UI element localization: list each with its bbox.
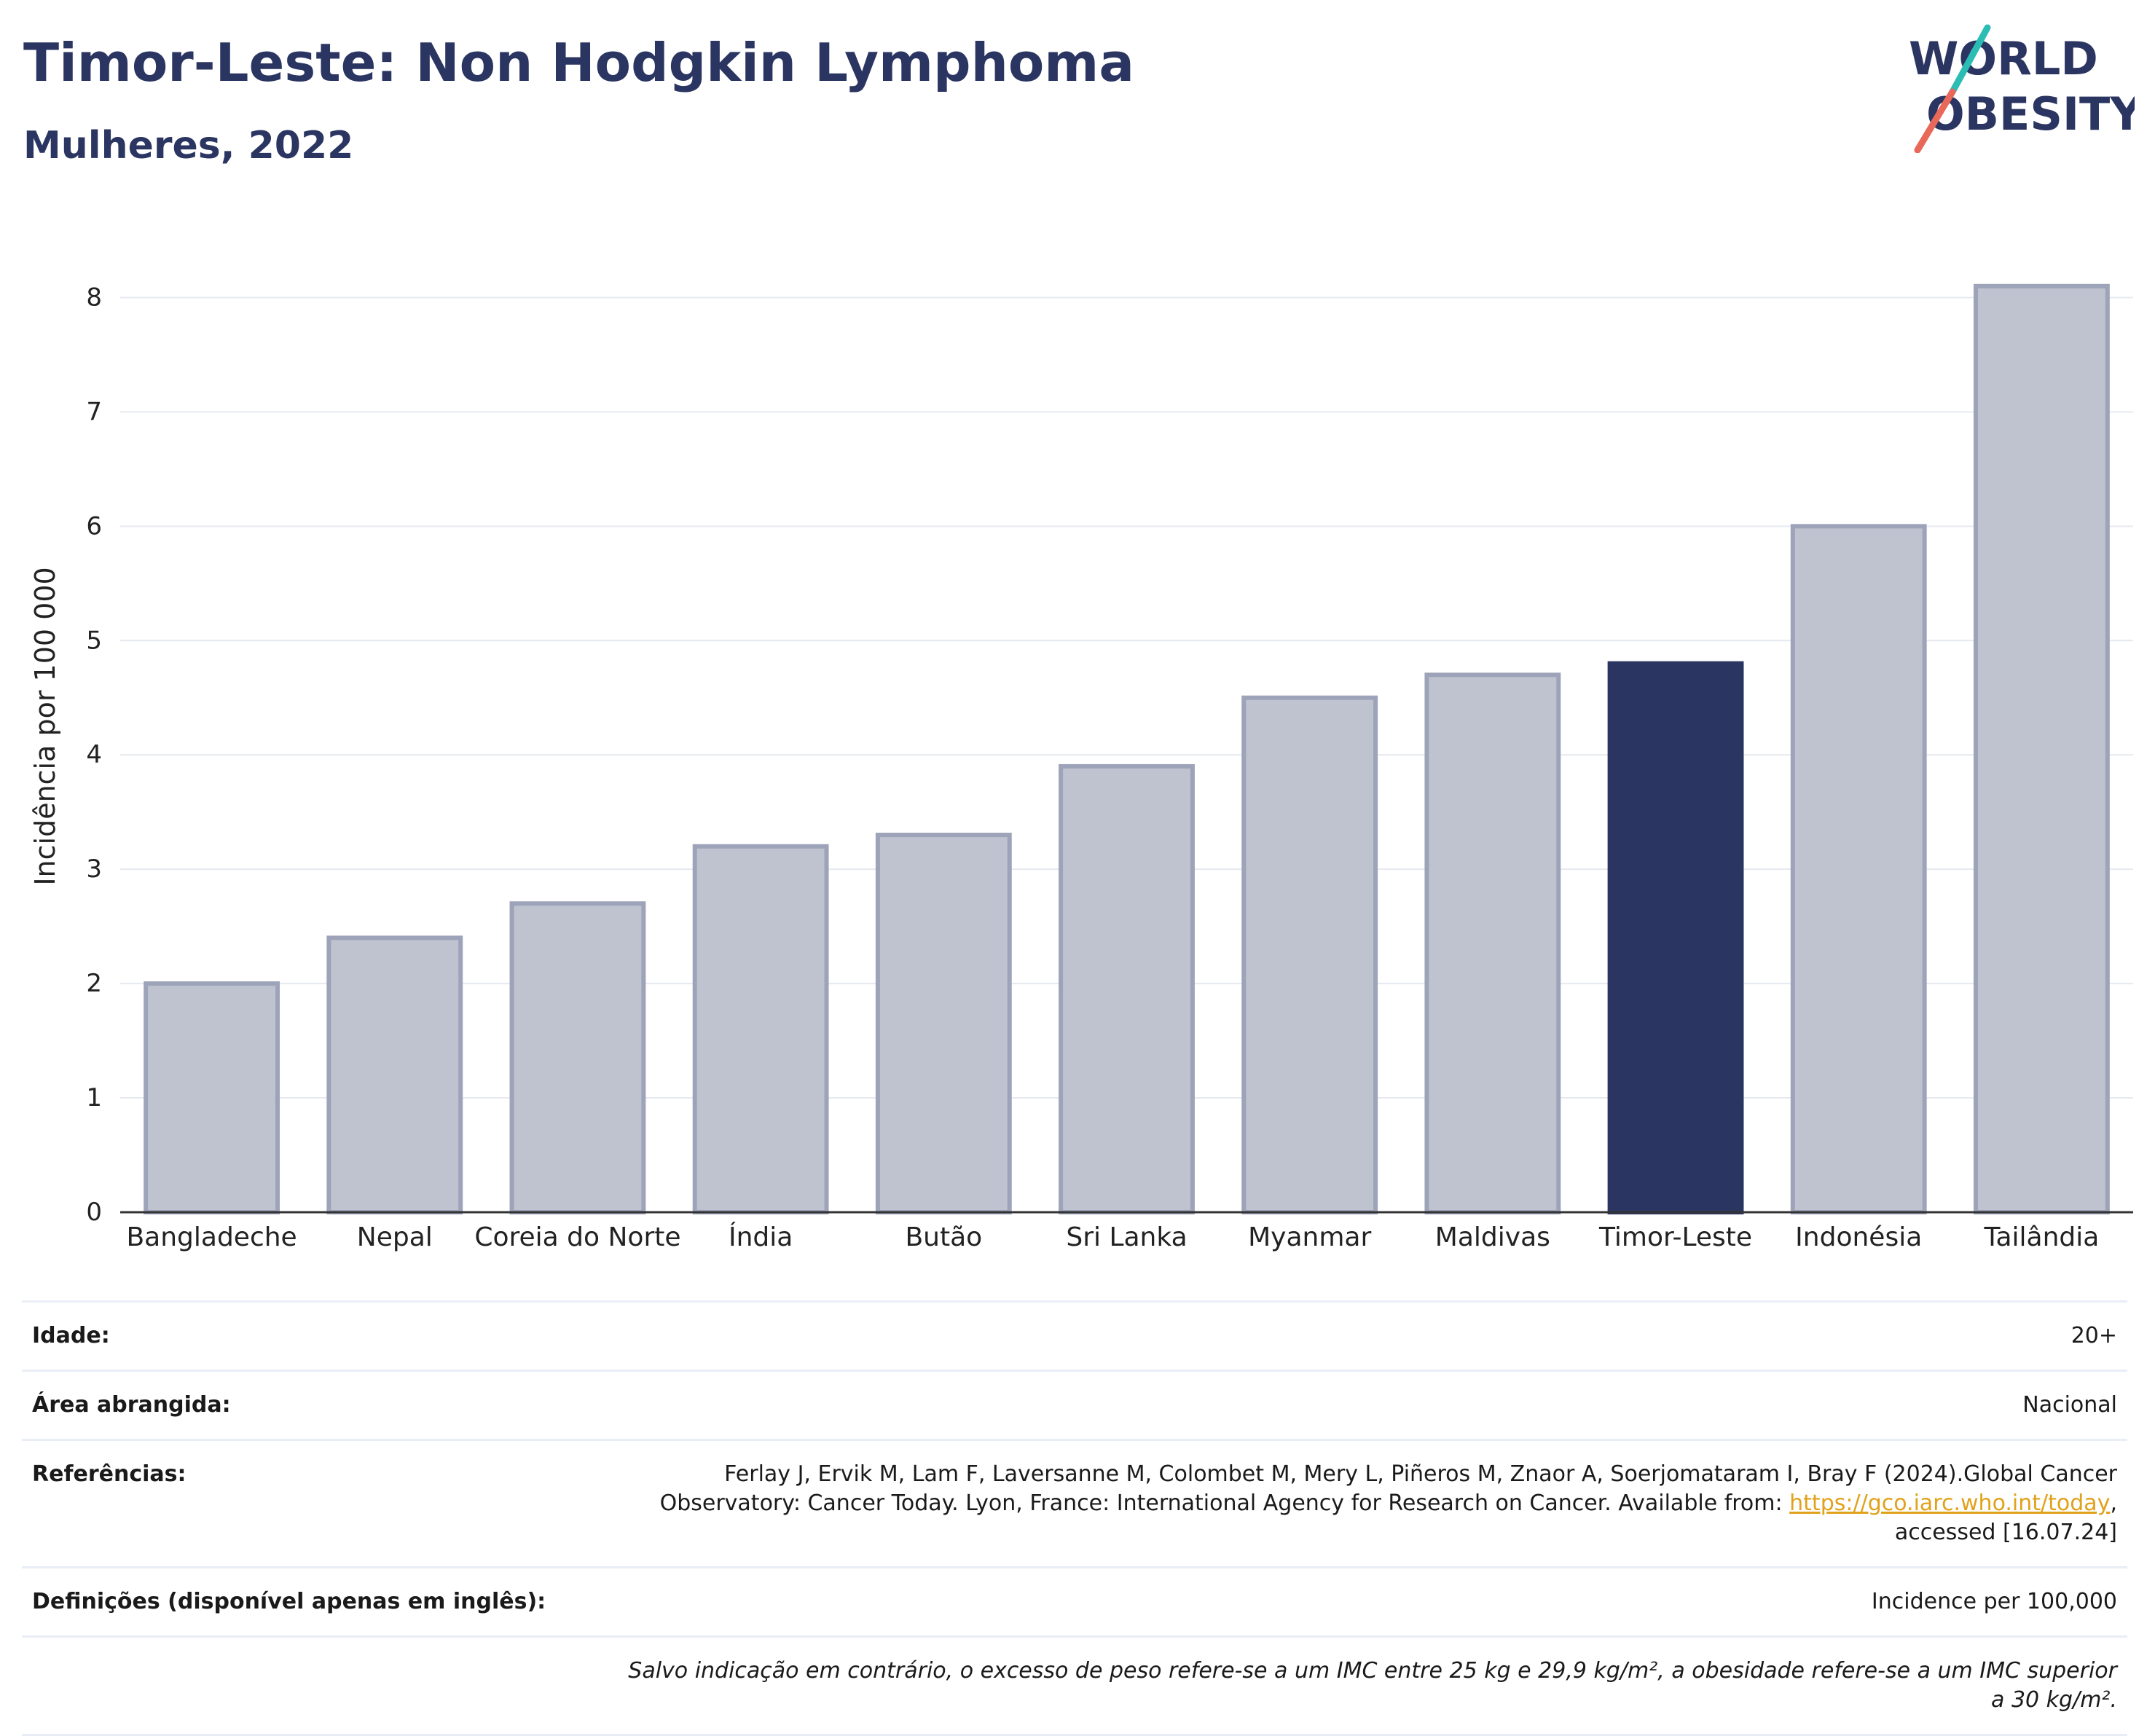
y-tick-label: 1: [86, 1083, 102, 1112]
x-tick-label: Índia: [729, 1222, 793, 1252]
x-tick-label: Bangladeche: [126, 1222, 297, 1252]
meta-row-note: Salvo indicação em contrário, o excesso …: [22, 1635, 2127, 1736]
meta-row-definitions: Definições (disponível apenas em inglês)…: [22, 1566, 2127, 1635]
x-tick-label: Nepal: [357, 1222, 433, 1252]
y-tick-label: 2: [86, 969, 102, 998]
y-tick-label: 6: [86, 511, 102, 541]
x-tick-label: Butão: [905, 1222, 982, 1252]
references-accessed: , accessed [16.07.24]: [1894, 1490, 2117, 1545]
y-tick-label: 4: [86, 740, 102, 769]
bar: [326, 935, 463, 1214]
y-tick-label: 8: [86, 283, 102, 312]
metadata-table: Idade: 20+ Área abrangida: Nacional Refe…: [22, 1300, 2127, 1736]
x-tick-label: Tailândia: [1983, 1222, 2099, 1252]
chart-subtitle: Mulheres, 2022: [23, 124, 354, 168]
bar: [1790, 524, 1927, 1214]
y-tick-label: 0: [86, 1198, 102, 1227]
bar: [1424, 672, 1561, 1214]
bar: [1059, 763, 1195, 1214]
references-value: Ferlay J, Ervik M, Lam F, Laversanne M, …: [616, 1460, 2117, 1547]
bar: [692, 844, 829, 1214]
bar: [509, 901, 646, 1215]
logo-line2: OBESITY: [1926, 87, 2135, 141]
chart-title: Timor-Leste: Non Hodgkin Lymphoma: [23, 32, 1134, 93]
meta-row-references: Referências: Ferlay J, Ervik M, Lam F, L…: [22, 1439, 2127, 1566]
definitions-value: Incidence per 100,000: [1871, 1589, 2117, 1614]
x-tick-label: Maldivas: [1435, 1222, 1550, 1252]
age-label: Idade:: [32, 1323, 110, 1348]
bar: [1973, 283, 2110, 1214]
y-tick-label: 5: [86, 626, 102, 655]
logo-slash-teal: [1949, 24, 1991, 95]
bar: [875, 833, 1012, 1214]
age-value: 20+: [2070, 1323, 2117, 1348]
logo-line1: WORLD: [1909, 32, 2098, 85]
area-label: Área abrangida:: [32, 1392, 231, 1418]
y-tick-label: 3: [86, 855, 102, 884]
bmi-note: Salvo indicação em contrário, o excesso …: [628, 1658, 2117, 1713]
x-tick-label: Sri Lanka: [1066, 1222, 1187, 1252]
bar: [144, 981, 280, 1215]
chart-svg: 0 1 2 3 4 5 6 7 8 Incidência por 100 000 Bangladec…: [29, 283, 2133, 1252]
x-tick-label: Indonésia: [1795, 1222, 1922, 1252]
x-tick-label: Coreia do Norte: [474, 1222, 680, 1252]
meta-row-age: Idade: 20+: [22, 1300, 2127, 1370]
references-text: Ferlay J, Ervik M, Lam F, Laversanne M, …: [659, 1461, 2117, 1516]
x-tick-label: Myanmar: [1248, 1222, 1371, 1252]
references-link[interactable]: https://gco.iarc.who.int/today: [1789, 1490, 2111, 1516]
references-label: Referências:: [32, 1461, 187, 1487]
meta-row-area: Área abrangida: Nacional: [22, 1370, 2127, 1439]
y-tick-label: 7: [86, 397, 102, 426]
definitions-label: Definições (disponível apenas em inglês)…: [32, 1589, 546, 1614]
world-obesity-logo: WORLD OBESITY: [1909, 24, 2135, 153]
y-axis-title: Incidência por 100 000: [29, 567, 61, 885]
bar: [1241, 695, 1378, 1214]
bar-chart: 0 1 2 3 4 5 6 7 8 Incidência por 100 000 Bangladec…: [0, 219, 2155, 1260]
x-tick-label: Timor-Leste: [1598, 1222, 1752, 1252]
area-value: Nacional: [2022, 1392, 2117, 1418]
bar-highlight: [1607, 661, 1744, 1214]
logo-slash-coral: [1914, 88, 1956, 153]
